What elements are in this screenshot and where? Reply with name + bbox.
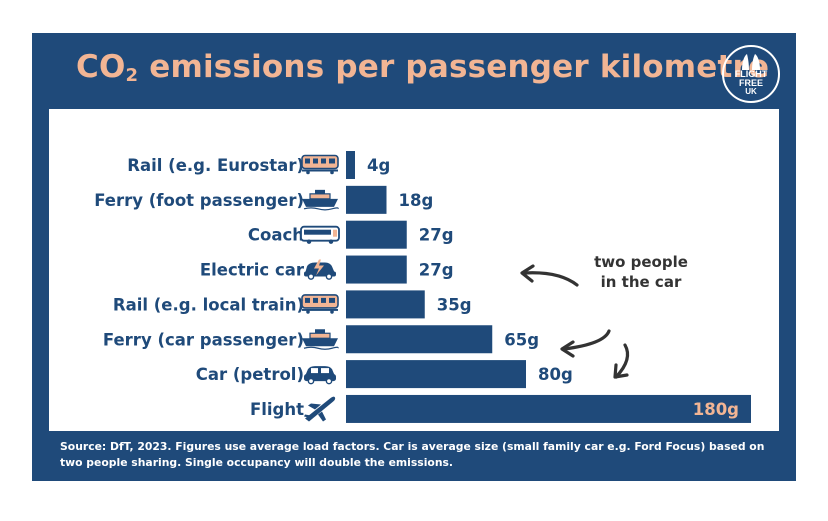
bar-rail-e-g-eurostar xyxy=(346,151,355,179)
category-label-flight: Flight xyxy=(250,400,304,419)
title-subscript: 2 xyxy=(125,65,139,86)
bar-ferry-foot-passenger xyxy=(346,185,387,214)
category-label-electric-car: Electric car xyxy=(200,261,305,280)
value-label-rail-e-g-local-train: 35g xyxy=(437,295,472,314)
title-prefix: CO xyxy=(76,49,126,85)
bar-ferry-car-passenger xyxy=(346,325,493,354)
category-label-ferry-car-passenger: Ferry (car passenger) xyxy=(103,330,304,349)
arrow-to-car-petrol xyxy=(614,343,630,379)
value-label-car-petrol: 80g xyxy=(538,365,573,384)
category-label-rail-e-g-local-train: Rail (e.g. local train) xyxy=(113,295,304,314)
train-icon xyxy=(301,154,339,176)
arrow-to-ferry-car-head xyxy=(560,340,575,358)
logo-text-flight: FLIGHT xyxy=(734,69,768,79)
bars-layer: Rail (e.g. Eurostar) 4g Ferry (foot passen… xyxy=(94,151,751,423)
annotation-line1: two people xyxy=(594,253,688,271)
infographic: CO2 emissions per passenger kilometre FL… xyxy=(32,33,796,481)
plane-icon xyxy=(304,396,336,422)
arrow-to-car-petrol-head xyxy=(613,363,629,379)
chart-panel: Rail (e.g. Eurostar) 4g Ferry (foot passen… xyxy=(49,109,779,431)
logo-text-free: FREE xyxy=(738,78,763,88)
birds-icon xyxy=(742,54,760,70)
value-label-flight: 180g xyxy=(693,400,739,419)
flight-free-logo: FLIGHT FREE UK xyxy=(722,45,780,103)
bar-flight xyxy=(346,394,751,423)
electric-car-icon xyxy=(303,258,337,280)
car-icon xyxy=(303,365,337,385)
bar-rail-e-g-local-train xyxy=(346,290,425,319)
category-label-rail-e-g-eurostar: Rail (e.g. Eurostar) xyxy=(127,156,304,175)
bus-icon xyxy=(300,225,340,245)
value-label-ferry-foot-passenger: 18g xyxy=(399,191,434,210)
arrow-to-electric-car xyxy=(522,271,579,287)
bar-chart: Rail (e.g. Eurostar) 4g Ferry (foot passen… xyxy=(94,151,751,423)
train-icon xyxy=(301,294,339,315)
logo-text-uk: UK xyxy=(745,87,757,96)
source-note: Source: DfT, 2023. Figures use average l… xyxy=(60,440,765,469)
value-label-electric-car: 27g xyxy=(419,261,454,280)
value-label-rail-e-g-eurostar: 4g xyxy=(367,156,390,175)
ferry-icon xyxy=(301,328,339,350)
ferry-icon xyxy=(301,189,339,211)
bar-car-petrol xyxy=(346,360,526,389)
bar-coach xyxy=(346,220,407,249)
title-rest: emissions per passenger kilometre xyxy=(138,49,770,85)
category-label-coach: Coach xyxy=(248,226,304,245)
annotation-two-people: two people in the car xyxy=(581,252,701,292)
arrow-to-ferry-car xyxy=(562,329,611,351)
category-label-ferry-foot-passenger: Ferry (foot passenger) xyxy=(94,191,304,210)
bar-electric-car xyxy=(346,255,407,284)
value-label-coach: 27g xyxy=(419,226,454,245)
chart-title: CO2 emissions per passenger kilometre xyxy=(76,49,769,86)
category-label-car-petrol: Car (petrol) xyxy=(196,365,304,384)
annotation-line2: in the car xyxy=(600,273,682,291)
arrow-to-electric-car-head xyxy=(520,264,535,283)
annotation-arrows xyxy=(520,264,630,379)
value-label-ferry-car-passenger: 65g xyxy=(504,330,539,349)
